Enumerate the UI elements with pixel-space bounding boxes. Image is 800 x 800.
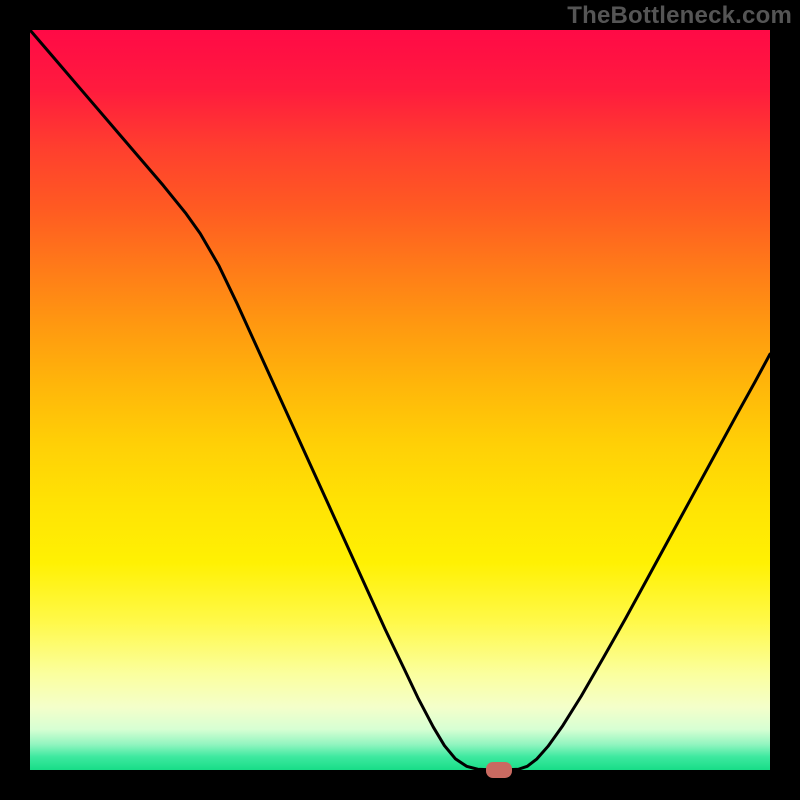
chart-frame: TheBottleneck.com xyxy=(0,0,800,800)
optimal-point-marker xyxy=(486,762,512,778)
bottleneck-curve-plot xyxy=(0,0,800,800)
watermark-text: TheBottleneck.com xyxy=(567,2,792,30)
